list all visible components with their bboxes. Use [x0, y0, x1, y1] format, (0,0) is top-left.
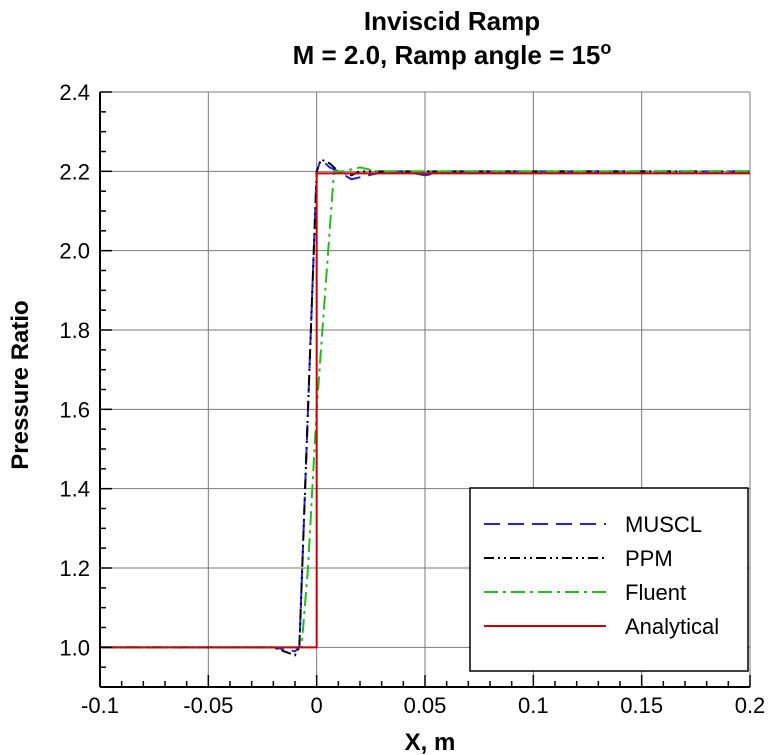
legend-label-fluent: Fluent [625, 580, 686, 605]
series-group [100, 157, 750, 657]
series-line-analytical [100, 172, 750, 649]
chart-subtitle-degree: o [600, 38, 611, 58]
x-tick-label: -0.1 [81, 693, 119, 718]
x-tick-label: 0.15 [620, 693, 663, 718]
x-tick-label: -0.05 [183, 693, 233, 718]
y-tick-label: 2.0 [59, 239, 90, 264]
y-tick-label: 1.2 [59, 556, 90, 581]
y-tick-label: 1.4 [59, 477, 90, 502]
legend-label-analytical: Analytical [625, 614, 719, 639]
ticks: -0.1 -0.05 0 0.05 0.1 0.15 0.2 1.0 1.2 1.4 1.6 1.8 2… [59, 80, 765, 718]
y-tick-label: 1.6 [59, 397, 90, 422]
series-line-fluent [100, 166, 750, 649]
x-axis-label: X, m [405, 729, 456, 755]
chart-subtitle: M = 2.0, Ramp angle = 15o [293, 38, 612, 70]
y-axis-label: Pressure Ratio [7, 300, 34, 469]
chart-title: Inviscid Ramp [364, 6, 540, 36]
legend-label-muscl: MUSCL [625, 512, 702, 537]
y-tick-label: 1.8 [59, 318, 90, 343]
y-tick-label: 1.0 [59, 635, 90, 660]
x-tick-label: 0.2 [735, 693, 766, 718]
x-tick-label: 0.05 [404, 693, 447, 718]
legend-box [469, 487, 749, 672]
legend: MUSCL PPM Fluent Analytical [469, 487, 749, 672]
legend-label-ppm: PPM [625, 546, 673, 571]
chart-subtitle-text: M = 2.0, Ramp angle = 15 [293, 40, 601, 70]
y-tick-label: 2.4 [59, 80, 90, 105]
y-tick-label: 2.2 [59, 159, 90, 184]
x-tick-label: 0.1 [518, 693, 549, 718]
x-tick-label: 0 [311, 693, 323, 718]
